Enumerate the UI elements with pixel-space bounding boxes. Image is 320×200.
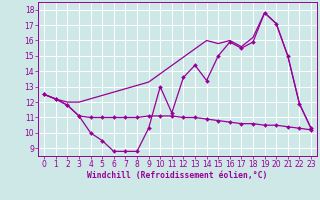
X-axis label: Windchill (Refroidissement éolien,°C): Windchill (Refroidissement éolien,°C) <box>87 171 268 180</box>
